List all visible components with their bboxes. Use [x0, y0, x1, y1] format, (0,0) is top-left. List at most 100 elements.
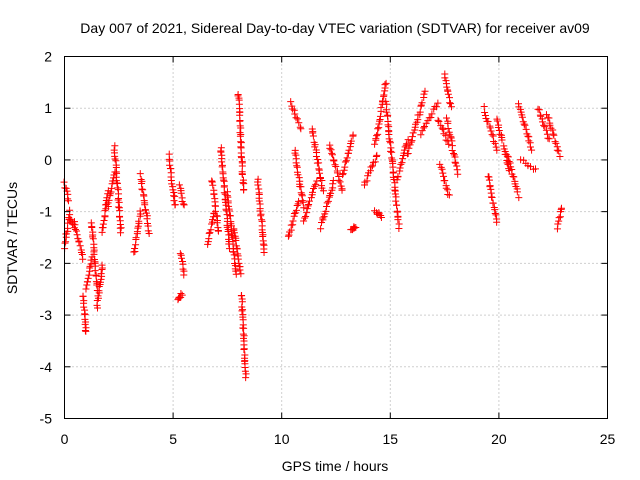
data-point — [517, 156, 525, 164]
x-tick-label: 0 — [61, 431, 69, 447]
data-point — [97, 278, 105, 286]
data-point — [79, 255, 87, 263]
data-point — [305, 200, 313, 208]
data-point — [319, 214, 327, 222]
data-point — [298, 190, 306, 198]
data-segment — [291, 146, 308, 212]
data-segment — [434, 116, 453, 148]
data-segment — [443, 114, 462, 178]
data-point — [392, 197, 400, 205]
data-point — [80, 303, 88, 311]
data-point — [312, 180, 320, 188]
data-point — [302, 212, 310, 220]
data-point — [236, 266, 244, 274]
data-point — [341, 163, 349, 171]
data-segment — [360, 151, 381, 189]
data-point — [171, 201, 179, 209]
data-point — [491, 206, 499, 214]
data-point — [207, 226, 215, 234]
data-segment — [417, 99, 442, 139]
data-point — [373, 151, 381, 159]
data-point — [116, 213, 124, 221]
data-point — [319, 187, 327, 195]
data-point — [339, 170, 347, 178]
data-point — [333, 169, 341, 177]
data-point — [451, 158, 459, 166]
data-point — [437, 163, 445, 171]
data-point — [515, 194, 523, 202]
y-tick-label: -5 — [40, 411, 53, 427]
data-point — [101, 207, 109, 215]
data-point — [446, 99, 454, 107]
data-point — [66, 215, 74, 223]
data-segment — [542, 111, 564, 161]
data-point — [235, 259, 243, 267]
data-point — [175, 181, 183, 189]
data-point — [232, 267, 240, 275]
data-segment — [130, 207, 145, 256]
data-point — [297, 125, 305, 133]
data-point — [138, 185, 146, 193]
data-segment — [204, 209, 218, 248]
data-point — [73, 231, 81, 239]
data-point — [492, 143, 500, 151]
data-point — [394, 216, 402, 224]
data-point — [217, 148, 225, 156]
data-point — [180, 271, 188, 279]
data-point — [342, 157, 350, 165]
y-tick-label: -4 — [40, 359, 53, 375]
data-point — [454, 170, 462, 178]
data-point — [484, 118, 492, 126]
data-point — [503, 152, 511, 160]
data-point — [141, 201, 149, 209]
data-segment — [87, 219, 101, 294]
data-point — [442, 184, 450, 192]
data-point — [89, 233, 97, 241]
data-point — [384, 121, 392, 129]
data-point — [89, 235, 97, 243]
data-point — [256, 207, 264, 215]
data-point — [322, 207, 330, 215]
data-point — [238, 171, 246, 179]
data-point — [300, 217, 308, 225]
data-segment — [517, 156, 540, 173]
data-segment — [234, 90, 248, 194]
data-point — [117, 229, 125, 237]
data-point — [66, 206, 74, 214]
data-point — [131, 245, 139, 253]
data-point — [338, 186, 346, 194]
data-point — [401, 143, 409, 151]
data-point — [177, 290, 185, 298]
data-point — [375, 117, 383, 125]
data-point — [427, 113, 435, 121]
data-point — [205, 229, 213, 237]
data-point — [380, 91, 388, 99]
data-point — [485, 176, 493, 184]
data-segment — [503, 152, 523, 202]
data-segment — [317, 177, 337, 233]
data-point — [142, 206, 150, 214]
data-point — [303, 209, 311, 217]
data-point — [170, 197, 178, 205]
data-point — [481, 111, 489, 119]
data-point — [382, 97, 390, 105]
data-point — [372, 135, 380, 143]
data-point — [240, 186, 248, 194]
data-point — [106, 190, 114, 198]
data-point — [340, 166, 348, 174]
data-point — [90, 250, 98, 258]
data-point — [299, 198, 307, 206]
data-point — [547, 124, 555, 132]
data-point — [493, 218, 501, 226]
data-point — [136, 207, 144, 215]
data-point — [242, 374, 250, 382]
data-point — [544, 134, 552, 142]
data-point — [397, 160, 405, 168]
data-point — [545, 135, 553, 143]
x-tick-label: 15 — [383, 431, 399, 447]
data-point — [91, 267, 99, 275]
data-point — [404, 150, 412, 158]
data-point — [552, 139, 560, 147]
data-point — [209, 181, 217, 189]
data-point — [210, 190, 218, 198]
